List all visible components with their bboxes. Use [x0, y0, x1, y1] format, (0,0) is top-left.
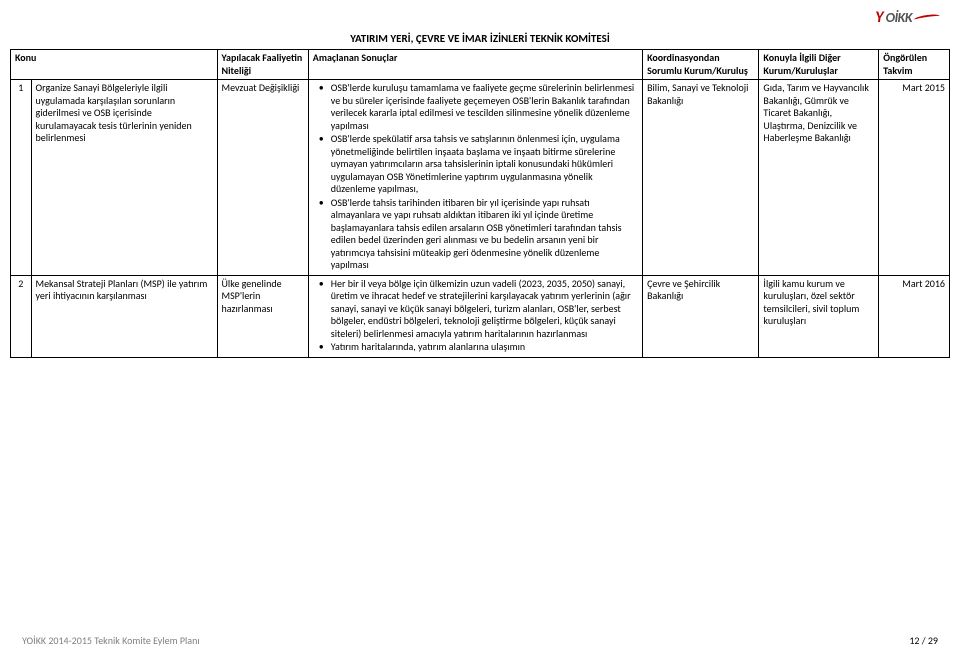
cell-koord: Bilim, Sanayi ve Teknoloji Bakanlığı: [643, 80, 759, 276]
header-row: Konu Yapılacak Faaliyetin Niteliği Amaçl…: [11, 50, 950, 80]
bullet-list: OSB'lerde kuruluşu tamamlama ve faaliyet…: [313, 82, 638, 272]
th-koord: Koordinasyondan Sorumlu Kurum/Kuruluş: [643, 50, 759, 80]
table-row: 1Organize Sanayi Bölgeleriyle ilgili uyg…: [11, 80, 950, 276]
bullet-item: Her bir il veya bölge için ülkemizin uzu…: [323, 278, 638, 341]
cell-sonuc: OSB'lerde kuruluşu tamamlama ve faaliyet…: [308, 80, 642, 276]
cell-takvim: Mart 2015: [879, 80, 950, 276]
cell-num: 2: [11, 275, 32, 357]
cell-koord: Çevre ve Şehircilik Bakanlığı: [643, 275, 759, 357]
cell-diger: İlgili kamu kurum ve kuruluşları, özel s…: [759, 275, 879, 357]
th-sonuc: Amaçlanan Sonuçlar: [308, 50, 642, 80]
cell-diger: Gıda, Tarım ve Hayvancılık Bakanlığı, Gü…: [759, 80, 879, 276]
bullet-item: Yatırım haritalarında, yatırım alanların…: [323, 341, 638, 354]
cell-nitelik: Mevzuat Değişikliği: [217, 80, 308, 276]
cell-sonuc: Her bir il veya bölge için ülkemizin uzu…: [308, 275, 642, 357]
logo-y: Y: [875, 8, 883, 27]
cell-takvim: Mart 2016: [879, 275, 950, 357]
th-takvim: Öngörülen Takvim: [879, 50, 950, 80]
cell-konu: Organize Sanayi Bölgeleriyle ilgili uygu…: [31, 80, 217, 276]
bullet-item: OSB'lerde kuruluşu tamamlama ve faaliyet…: [323, 82, 638, 132]
cell-num: 1: [11, 80, 32, 276]
footer-right: 12 / 29: [909, 634, 938, 647]
cell-nitelik: Ülke genelinde MSP'lerin hazırlanması: [217, 275, 308, 357]
table-row: 2Mekansal Strateji Planları (MSP) ile ya…: [11, 275, 950, 357]
cell-konu: Mekansal Strateji Planları (MSP) ile yat…: [31, 275, 217, 357]
logo-oikk: OİKK: [886, 9, 912, 26]
th-nitelik: Yapılacak Faaliyetin Niteliği: [217, 50, 308, 80]
page-title: YATIRIM YERİ, ÇEVRE VE İMAR İZİNLERİ TEK…: [0, 0, 960, 49]
bullet-item: OSB'lerde tahsis tarihinden itibaren bir…: [323, 197, 638, 272]
logo: Y OİKK: [875, 8, 940, 27]
footer: YOİKK 2014-2015 Teknik Komite Eylem Plan…: [0, 634, 960, 647]
th-konu: Konu: [11, 50, 218, 80]
bullet-item: OSB'lerde spekülatif arsa tahsis ve satı…: [323, 133, 638, 196]
bullet-list: Her bir il veya bölge için ülkemizin uzu…: [313, 278, 638, 354]
th-diger: Konuyla İlgili Diğer Kurum/Kuruluşlar: [759, 50, 879, 80]
footer-left: YOİKK 2014-2015 Teknik Komite Eylem Plan…: [22, 634, 200, 647]
logo-swoosh: [914, 13, 941, 23]
main-table: Konu Yapılacak Faaliyetin Niteliği Amaçl…: [10, 49, 950, 358]
